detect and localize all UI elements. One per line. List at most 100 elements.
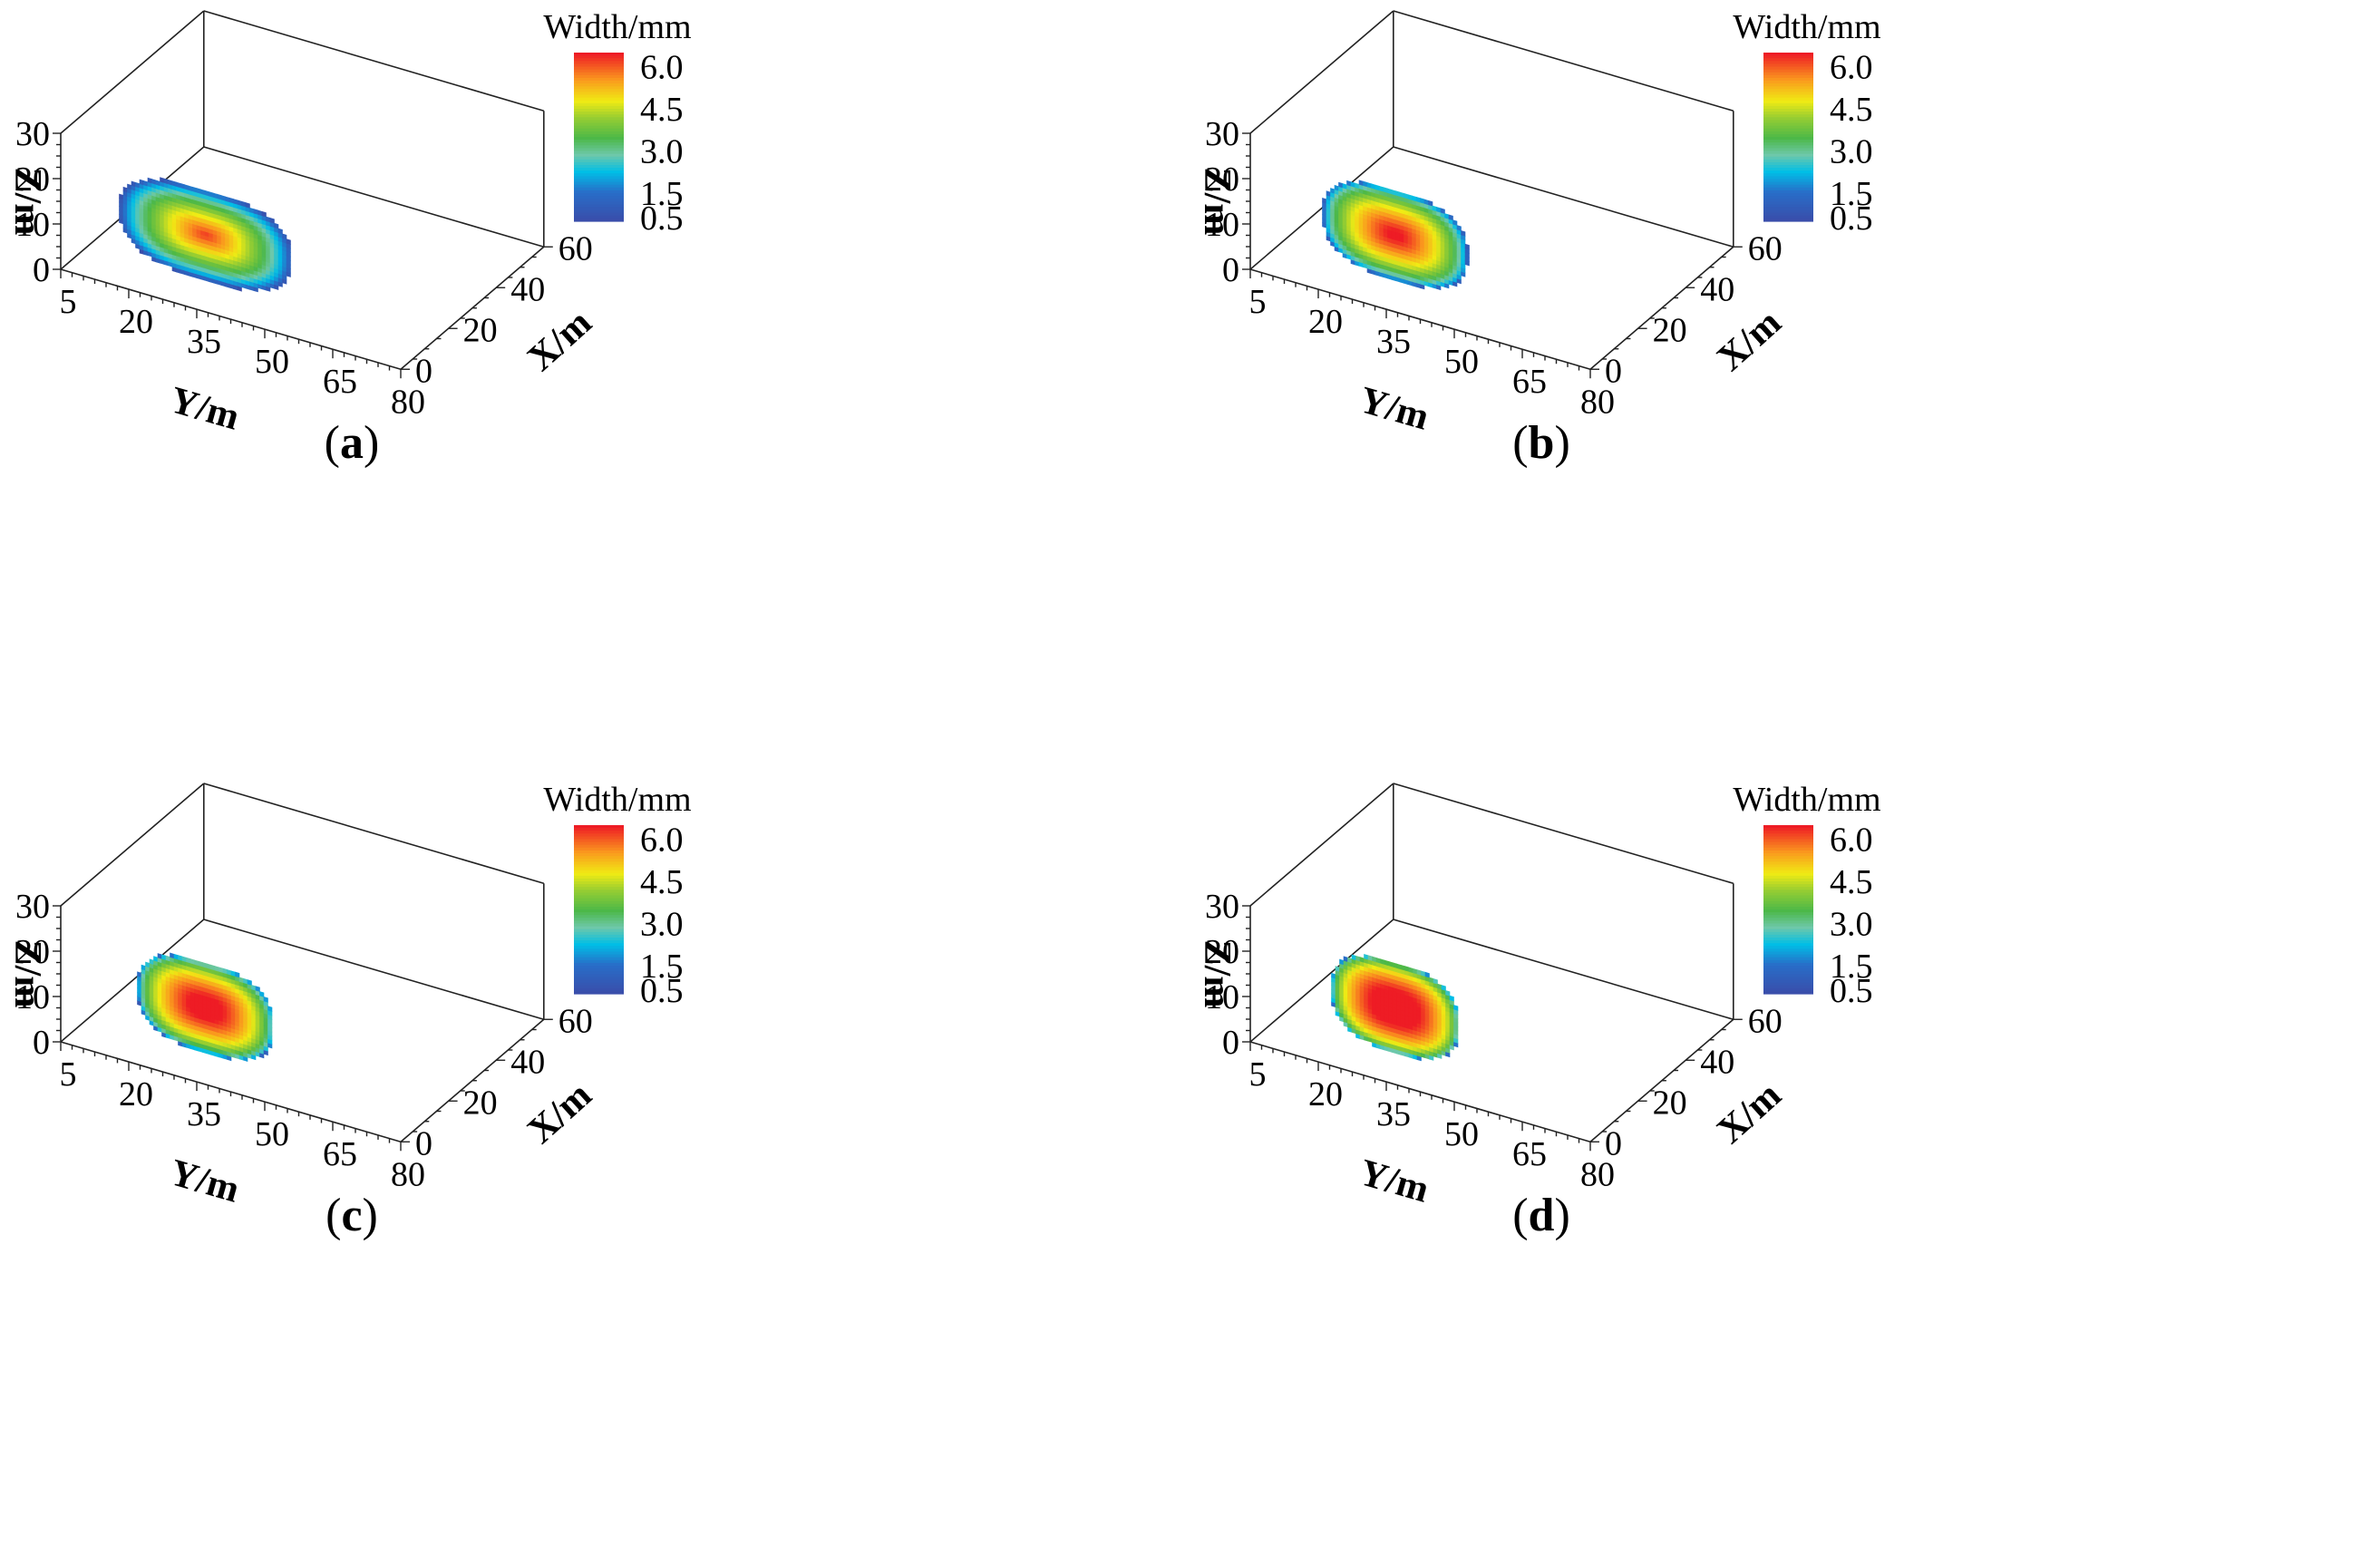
colorbar-segment bbox=[1763, 215, 1813, 219]
y-tick-label-5: 5 bbox=[60, 1055, 77, 1094]
colorbar-segment bbox=[574, 844, 624, 849]
z-tick-label-0: 0 bbox=[1222, 251, 1239, 289]
colorbar-segment bbox=[1763, 847, 1813, 851]
y-tick-label-80: 80 bbox=[1580, 1155, 1615, 1193]
colorbar-tick-4.5: 4.5 bbox=[1830, 863, 1873, 901]
heat-cell bbox=[1350, 181, 1355, 188]
heat-cell bbox=[238, 977, 244, 984]
colorbar-segment bbox=[574, 887, 624, 890]
colorbar-segment bbox=[1763, 161, 1813, 166]
colorbar-segment bbox=[1763, 170, 1813, 174]
y-tick-label-50: 50 bbox=[255, 1115, 289, 1153]
colorbar-segment bbox=[1763, 114, 1813, 118]
chart-panel-b: 5 20 35 50 65 80 0 20 40 60 0 10 20 30 Y/m X/m Z/m Width/… bbox=[1190, 0, 2379, 773]
colorbar-segment bbox=[1763, 954, 1813, 958]
heat-cell bbox=[1412, 195, 1417, 202]
heat-cell bbox=[1359, 957, 1365, 963]
heat-cell bbox=[170, 952, 175, 959]
heat-cell bbox=[168, 179, 173, 186]
top-left-edge-b bbox=[1249, 10, 1394, 134]
colorbar-segment bbox=[574, 841, 624, 846]
colorbar-tick-3.0: 3.0 bbox=[640, 133, 684, 171]
colorbar-segment bbox=[574, 122, 624, 127]
floor-back-left-edge-d bbox=[1249, 919, 1394, 1043]
heat-cell bbox=[137, 971, 142, 978]
heat-cell bbox=[141, 964, 146, 971]
top-back-edge-c bbox=[203, 783, 545, 885]
colorbar-segment bbox=[574, 137, 624, 141]
heat-cell bbox=[189, 958, 195, 965]
colorbar-tick-6.0: 6.0 bbox=[1830, 49, 1873, 87]
colorbar-segment bbox=[1763, 140, 1813, 143]
colorbar-segment bbox=[574, 218, 624, 222]
colorbar-segment bbox=[1763, 89, 1813, 92]
colorbar-segment bbox=[1763, 53, 1813, 56]
colorbar-segment bbox=[1763, 833, 1813, 837]
y-tick-label-20: 20 bbox=[1308, 303, 1343, 341]
heat-cell bbox=[245, 202, 250, 209]
colorbar-segment bbox=[574, 131, 624, 135]
colorbar-tick-4.5: 4.5 bbox=[1830, 91, 1873, 129]
colorbar-segment bbox=[574, 971, 624, 975]
colorbar-segment bbox=[574, 58, 624, 62]
colorbar-segment bbox=[574, 943, 624, 947]
heat-cell bbox=[139, 179, 144, 186]
colorbar-segment bbox=[574, 83, 624, 87]
y-tick-label-65: 65 bbox=[323, 363, 357, 401]
heat-cell bbox=[1424, 971, 1430, 978]
z-tick-label-10: 10 bbox=[1205, 206, 1239, 244]
colorbar-segment bbox=[1763, 81, 1813, 84]
colorbar-segment bbox=[574, 836, 624, 841]
colorbar-segment bbox=[1763, 979, 1813, 984]
colorbar-title: Width/mm bbox=[543, 8, 691, 46]
colorbar-segment bbox=[1763, 212, 1813, 217]
heat-cell bbox=[163, 178, 169, 185]
colorbar-segment bbox=[574, 125, 624, 130]
colorbar-segment bbox=[574, 176, 624, 180]
colorbar-segment bbox=[574, 145, 624, 149]
fracture-cells-c bbox=[137, 952, 273, 1063]
colorbar-segment bbox=[574, 977, 624, 981]
y-axis-label: Y/m bbox=[1355, 379, 1433, 438]
colorbar-segment bbox=[574, 951, 624, 956]
z-axis-label: Z/m bbox=[1196, 168, 1238, 236]
colorbar-b: Width/mm6.0 4.5 3.0 1.50.5 bbox=[1733, 8, 1880, 238]
colorbar-segment bbox=[574, 92, 624, 96]
colorbar-segment bbox=[1763, 102, 1813, 107]
z-tick-label-30: 30 bbox=[15, 115, 50, 153]
colorbar-segment bbox=[1763, 895, 1813, 899]
colorbar-segment bbox=[1763, 148, 1813, 152]
colorbar-segment bbox=[1763, 934, 1813, 938]
colorbar-segment bbox=[574, 895, 624, 899]
heat-cell bbox=[1445, 990, 1451, 997]
x-tick-label-0: 0 bbox=[415, 352, 432, 390]
heat-cell bbox=[1351, 954, 1356, 961]
heat-cell bbox=[1355, 182, 1360, 190]
colorbar-segment bbox=[574, 133, 624, 138]
x-tick-label-20: 20 bbox=[463, 1084, 498, 1122]
y-axis-label: Y/m bbox=[1355, 1152, 1433, 1211]
heat-cell bbox=[200, 189, 206, 196]
colorbar-segment bbox=[1763, 903, 1813, 908]
colorbar-tick-6.0: 6.0 bbox=[1830, 822, 1873, 860]
heat-cell bbox=[145, 961, 151, 968]
colorbar-segment bbox=[1763, 920, 1813, 925]
colorbar-segment bbox=[1763, 985, 1813, 989]
colorbar-segment bbox=[1763, 179, 1813, 183]
z-tick-label-20: 20 bbox=[15, 160, 50, 199]
heat-cell bbox=[255, 986, 260, 992]
colorbar-segment bbox=[574, 962, 624, 967]
top-left-edge-d bbox=[1249, 783, 1394, 907]
heat-cell bbox=[161, 954, 167, 960]
heat-cell bbox=[1379, 186, 1384, 192]
heat-cell bbox=[249, 207, 255, 214]
colorbar-segment bbox=[574, 881, 624, 885]
colorbar-segment bbox=[1763, 962, 1813, 967]
colorbar-segment bbox=[574, 77, 624, 82]
colorbar-segment bbox=[574, 193, 624, 197]
colorbar-tick-3.0: 3.0 bbox=[1830, 133, 1873, 171]
heat-cell bbox=[206, 963, 211, 970]
colorbar-title: Width/mm bbox=[1733, 8, 1880, 46]
heat-cell bbox=[176, 181, 181, 189]
